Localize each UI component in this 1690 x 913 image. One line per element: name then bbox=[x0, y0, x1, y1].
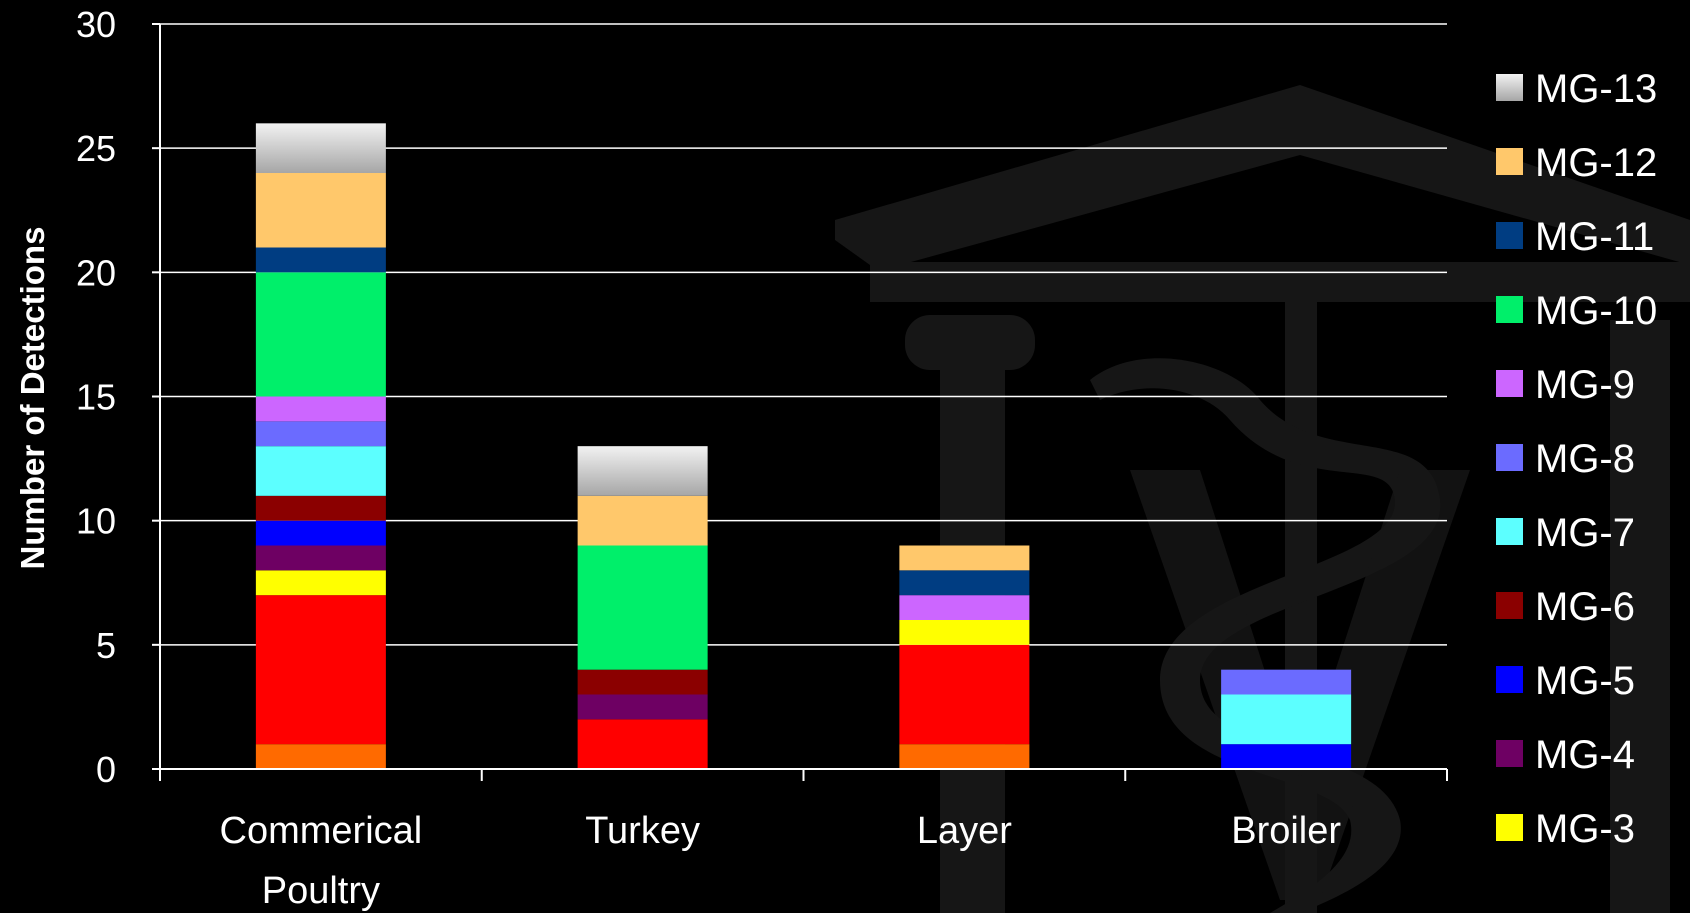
bar-segment-series-2 bbox=[255, 595, 386, 745]
bar-segment-series-1 bbox=[255, 744, 386, 769]
legend-item-mg-5: MG-5 bbox=[1496, 659, 1635, 703]
legend-swatch bbox=[1496, 518, 1523, 545]
bar-segment-mg-10 bbox=[255, 272, 386, 397]
bar-segment-mg-8 bbox=[1221, 669, 1352, 695]
legend-label: MG-13 bbox=[1535, 67, 1657, 111]
bar-segment-mg-12 bbox=[577, 495, 708, 546]
bars bbox=[255, 123, 1352, 769]
bar-stack bbox=[255, 123, 386, 769]
y-tick-labels: 0 5 10 15 20 25 30 bbox=[76, 4, 116, 790]
bar-segment-series-1 bbox=[899, 744, 1030, 769]
watermark-beam bbox=[870, 262, 1690, 302]
legend-label: MG-5 bbox=[1535, 659, 1635, 703]
bar-segment-mg-9 bbox=[899, 595, 1030, 620]
watermark-emblem bbox=[835, 85, 1690, 913]
y-tick-label: 10 bbox=[76, 501, 116, 542]
legend-label: MG-6 bbox=[1535, 585, 1635, 629]
bar-segment-mg-7 bbox=[1221, 694, 1352, 745]
watermark-v-shape bbox=[1130, 470, 1470, 900]
legend-label: MG-4 bbox=[1535, 733, 1635, 777]
legend-swatch bbox=[1496, 592, 1523, 619]
bar-segment-mg-9 bbox=[255, 396, 386, 422]
legend-swatch bbox=[1496, 666, 1523, 693]
legend-label: MG-12 bbox=[1535, 141, 1657, 185]
bar-segment-mg-5 bbox=[255, 520, 386, 546]
bar-segment-mg-11 bbox=[255, 247, 386, 273]
bar-segment-mg-3 bbox=[899, 620, 1030, 645]
bar-segment-mg-12 bbox=[899, 545, 1030, 571]
legend-label: MG-7 bbox=[1535, 511, 1635, 555]
x-tick-label: Broiler bbox=[1231, 810, 1341, 852]
watermark-right-column bbox=[1610, 320, 1670, 913]
legend-item-mg-10: MG-10 bbox=[1496, 289, 1657, 333]
legend-swatch bbox=[1496, 148, 1523, 175]
bar-segment-mg-4 bbox=[255, 545, 386, 571]
bar-segment-mg-13 bbox=[255, 123, 386, 173]
legend-item-mg-3: MG-3 bbox=[1496, 807, 1635, 851]
x-tick-label: Layer bbox=[917, 810, 1012, 852]
bar-segment-mg-7 bbox=[255, 446, 386, 496]
legend-item-mg-12: MG-12 bbox=[1496, 141, 1657, 185]
legend-swatch bbox=[1496, 444, 1523, 471]
y-tick-label: 25 bbox=[76, 128, 116, 169]
legend-item-mg-11: MG-11 bbox=[1496, 215, 1654, 259]
legend-swatch bbox=[1496, 222, 1523, 249]
legend-item-mg-8: MG-8 bbox=[1496, 437, 1635, 481]
legend-label: MG-8 bbox=[1535, 437, 1635, 481]
y-tick-label: 0 bbox=[96, 749, 116, 790]
bar-segment-mg-11 bbox=[899, 570, 1030, 596]
axes bbox=[152, 23, 1448, 781]
legend-swatch bbox=[1496, 370, 1523, 397]
legend-swatch bbox=[1496, 814, 1523, 841]
x-tick-label: Turkey bbox=[585, 810, 700, 852]
legend-swatch bbox=[1496, 74, 1523, 101]
legend: MG-13 MG-12 MG-11 MG-10 MG-9 MG-8 MG-7 MG-6 MG-5… bbox=[1496, 67, 1657, 851]
legend-label: MG-11 bbox=[1535, 215, 1654, 259]
bar-segment-mg-5 bbox=[1221, 744, 1352, 769]
bar-stack bbox=[899, 545, 1030, 769]
x-tick-label: Commerical Poultry bbox=[220, 810, 423, 912]
y-axis-label: Number of Detections bbox=[14, 227, 51, 570]
legend-item-mg-13: MG-13 bbox=[1496, 67, 1657, 111]
legend-label: MG-10 bbox=[1535, 289, 1657, 333]
y-tick-label: 20 bbox=[76, 252, 116, 293]
y-tick-label: 30 bbox=[76, 4, 116, 45]
x-tick-labels: Commerical Poultry Turkey Layer Broiler bbox=[220, 810, 1342, 912]
watermark-roof bbox=[835, 85, 1690, 265]
bar-segment-mg-6 bbox=[255, 495, 386, 521]
legend-item-mg-7: MG-7 bbox=[1496, 511, 1635, 555]
bar-segment-series-2 bbox=[577, 719, 708, 769]
legend-swatch bbox=[1496, 740, 1523, 767]
legend-item-mg-4: MG-4 bbox=[1496, 733, 1635, 777]
legend-label: MG-9 bbox=[1535, 363, 1635, 407]
bar-segment-mg-3 bbox=[255, 570, 386, 596]
legend-item-mg-6: MG-6 bbox=[1496, 585, 1635, 629]
y-tick-label: 15 bbox=[76, 377, 116, 418]
legend-item-mg-9: MG-9 bbox=[1496, 363, 1635, 407]
bar-stack bbox=[1221, 669, 1352, 769]
bar-stack bbox=[577, 446, 708, 769]
legend-label: MG-3 bbox=[1535, 807, 1635, 851]
watermark-left-column-capital bbox=[905, 315, 1035, 370]
bar-segment-mg-12 bbox=[255, 173, 386, 248]
bar-segment-mg-8 bbox=[255, 421, 386, 447]
bar-segment-mg-6 bbox=[577, 669, 708, 695]
bar-segment-mg-4 bbox=[577, 694, 708, 720]
legend-swatch bbox=[1496, 296, 1523, 323]
bar-segment-series-2 bbox=[899, 644, 1030, 745]
y-tick-label: 5 bbox=[96, 625, 116, 666]
bar-segment-mg-10 bbox=[577, 545, 708, 670]
bar-segment-mg-13 bbox=[577, 446, 708, 496]
